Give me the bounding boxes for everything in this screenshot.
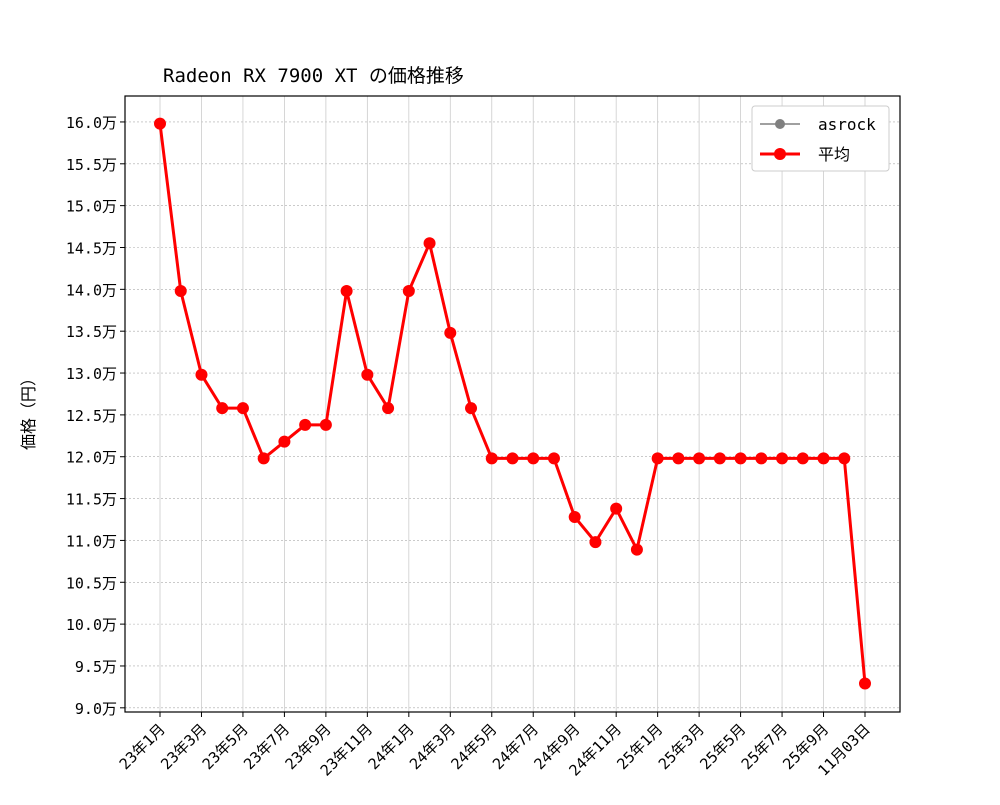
y-tick-label: 11.5万 — [66, 491, 117, 509]
data-point — [838, 452, 851, 465]
y-tick-label: 15.5万 — [66, 156, 117, 174]
data-point — [859, 677, 871, 690]
data-point — [651, 452, 664, 465]
data-point — [319, 418, 332, 431]
data-point — [630, 543, 643, 556]
y-tick-label: 15.0万 — [66, 198, 117, 216]
data-point — [776, 452, 789, 465]
y-tick-label: 9.5万 — [75, 658, 117, 676]
legend: asrock 平均 — [751, 105, 890, 172]
data-point — [734, 452, 747, 465]
y-tick-label: 9.0万 — [75, 700, 117, 718]
chart-title: Radeon RX 7900 XT の価格推移 — [163, 65, 464, 87]
y-tick-label: 10.5万 — [66, 574, 117, 592]
y-tick-label: 10.0万 — [66, 616, 117, 634]
data-point — [713, 452, 726, 465]
y-tick-label: 13.5万 — [66, 323, 117, 341]
data-point — [465, 402, 478, 415]
data-point — [382, 402, 395, 415]
data-point — [361, 368, 374, 381]
data-point — [506, 452, 519, 465]
y-tick-label: 14.5万 — [66, 239, 117, 257]
data-point — [547, 452, 560, 465]
y-tick-label: 11.0万 — [66, 532, 117, 550]
series-line-平均 — [158, 123, 867, 684]
data-point — [174, 285, 187, 298]
data-point — [672, 452, 685, 465]
data-point — [755, 452, 768, 465]
data-point — [444, 326, 457, 339]
data-point — [589, 536, 602, 549]
series-line-asrock — [159, 123, 866, 684]
data-point — [485, 452, 498, 465]
y-tick-label: 12.5万 — [66, 407, 117, 425]
data-point — [817, 452, 830, 465]
data-point — [257, 452, 270, 465]
plot-frame — [124, 95, 901, 713]
data-point — [693, 452, 706, 465]
data-point — [236, 402, 249, 415]
legend-label: asrock — [818, 115, 876, 134]
legend-marker — [775, 119, 785, 129]
legend-marker — [774, 148, 786, 160]
data-point — [154, 117, 166, 130]
y-tick-label: 14.0万 — [66, 281, 117, 299]
data-point — [340, 285, 353, 298]
data-point — [402, 285, 415, 298]
data-point — [796, 452, 809, 465]
y-tick-label: 13.0万 — [66, 365, 117, 383]
data-point — [527, 452, 540, 465]
data-point — [278, 435, 291, 448]
data-point — [610, 502, 623, 515]
y-tick-label: 16.0万 — [66, 114, 117, 132]
data-point — [568, 510, 581, 523]
data-point — [216, 402, 229, 415]
data-point — [299, 418, 312, 431]
data-point — [423, 237, 436, 250]
legend-label: 平均 — [818, 145, 850, 164]
y-tick-label: 12.0万 — [66, 449, 117, 467]
y-axis-label: 価格（円） — [19, 370, 38, 450]
data-point — [195, 368, 208, 381]
